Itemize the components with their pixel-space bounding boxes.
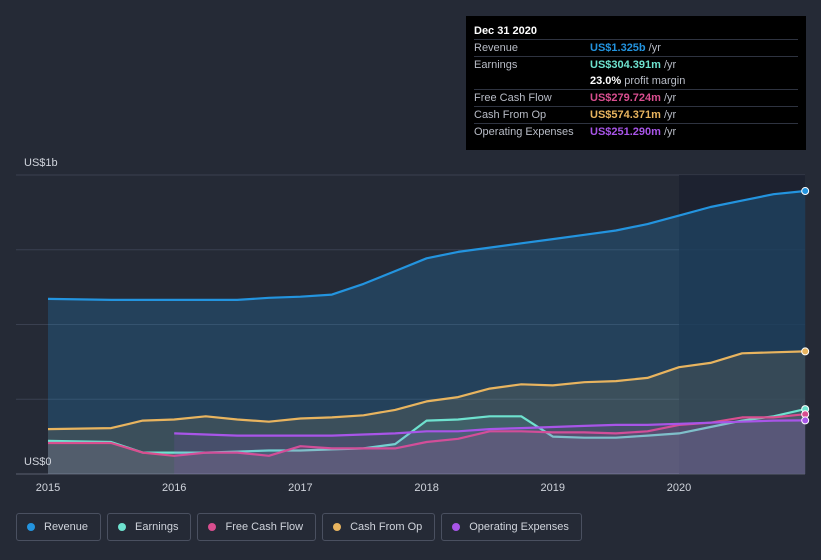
tooltip-row-earnings: Earnings US$304.391m /yr <box>474 56 798 73</box>
y-tick-label: US$1b <box>24 157 58 169</box>
legend-dot-icon <box>452 523 461 531</box>
axis-labels: 2015 2016 2017 2018 2019 2020 US$0 US$1b <box>24 157 691 494</box>
tooltip-label <box>474 73 590 89</box>
x-tick-label: 2019 <box>541 482 565 494</box>
tooltip-date: Dec 31 2020 <box>474 25 537 37</box>
tooltip-value: US$1.325b <box>590 42 646 54</box>
tooltip-row-profit-margin: 23.0% profit margin <box>474 73 798 89</box>
legend-label: Operating Expenses <box>469 521 569 533</box>
area-operating-expenses <box>174 420 806 474</box>
x-tick-label: 2016 <box>162 482 186 494</box>
tooltip-value: 23.0% <box>590 75 622 87</box>
legend-dot-icon <box>118 523 127 531</box>
line-revenue <box>47 189 806 301</box>
tooltip-unit: /yr <box>663 126 677 138</box>
legend-label: Free Cash Flow <box>225 521 304 533</box>
legend-dot-icon <box>208 523 217 531</box>
tooltip-value: US$279.724m <box>590 92 661 104</box>
legend-label: Revenue <box>44 521 89 533</box>
legend-item-operating-expenses[interactable]: Operating Expenses <box>441 513 582 541</box>
tooltip-row-operating-expenses: Operating Expenses US$251.290m /yr <box>474 123 798 140</box>
tooltip-label: Free Cash Flow <box>474 92 552 104</box>
tooltip-unit: /yr <box>663 92 677 104</box>
area-free-cash-flow <box>48 414 806 474</box>
legend-item-earnings[interactable]: Earnings <box>107 513 192 541</box>
legend-item-revenue[interactable]: Revenue <box>16 513 102 541</box>
tooltip-label: Revenue <box>474 42 519 54</box>
endpoint-operating-expenses <box>801 416 810 425</box>
legend-label: Cash From Op <box>350 521 423 533</box>
line-operating-expenses <box>174 419 806 437</box>
tooltip-row-revenue: Revenue US$1.325b /yr <box>474 39 798 56</box>
x-tick-label: 2017 <box>288 482 312 494</box>
legend-dot-icon <box>27 523 35 531</box>
x-tick-label: 2020 <box>667 482 691 494</box>
legend: Revenue Earnings Free Cash Flow Cash Fro… <box>16 513 588 543</box>
x-tick-label: 2015 <box>36 482 60 494</box>
tooltip-value: US$304.391m <box>590 59 661 71</box>
legend-item-free-cash-flow[interactable]: Free Cash Flow <box>197 513 317 541</box>
line-cash-from-op <box>47 350 806 431</box>
tooltip-row-free-cash-flow: Free Cash Flow US$279.724m /yr <box>474 89 798 106</box>
tooltip-label: Earnings <box>474 59 518 71</box>
tooltip-unit: profit margin <box>624 75 686 87</box>
tooltip-value: US$251.290m <box>590 126 661 138</box>
series-layer <box>47 187 810 474</box>
tooltip-value: US$574.371m <box>590 109 661 121</box>
tooltip-row-cash-from-op: Cash From Op US$574.371m /yr <box>474 106 798 123</box>
tooltip-unit: /yr <box>663 109 677 121</box>
endpoint-revenue <box>801 187 810 196</box>
legend-dot-icon <box>333 523 342 531</box>
y-tick-label: US$0 <box>24 456 52 468</box>
x-tick-label: 2018 <box>414 482 438 494</box>
tooltip-label: Cash From Op <box>474 109 547 121</box>
endpoint-cash-from-op <box>801 347 810 356</box>
area-revenue <box>48 191 806 474</box>
legend-label: Earnings <box>135 521 179 533</box>
tooltip-label: Operating Expenses <box>474 126 574 138</box>
tooltip: Dec 31 2020 Revenue US$1.325b /yr Earnin… <box>466 16 806 150</box>
legend-item-cash-from-op[interactable]: Cash From Op <box>322 513 436 541</box>
tooltip-unit: /yr <box>663 59 677 71</box>
grid <box>16 174 805 475</box>
tooltip-unit: /yr <box>648 42 661 54</box>
